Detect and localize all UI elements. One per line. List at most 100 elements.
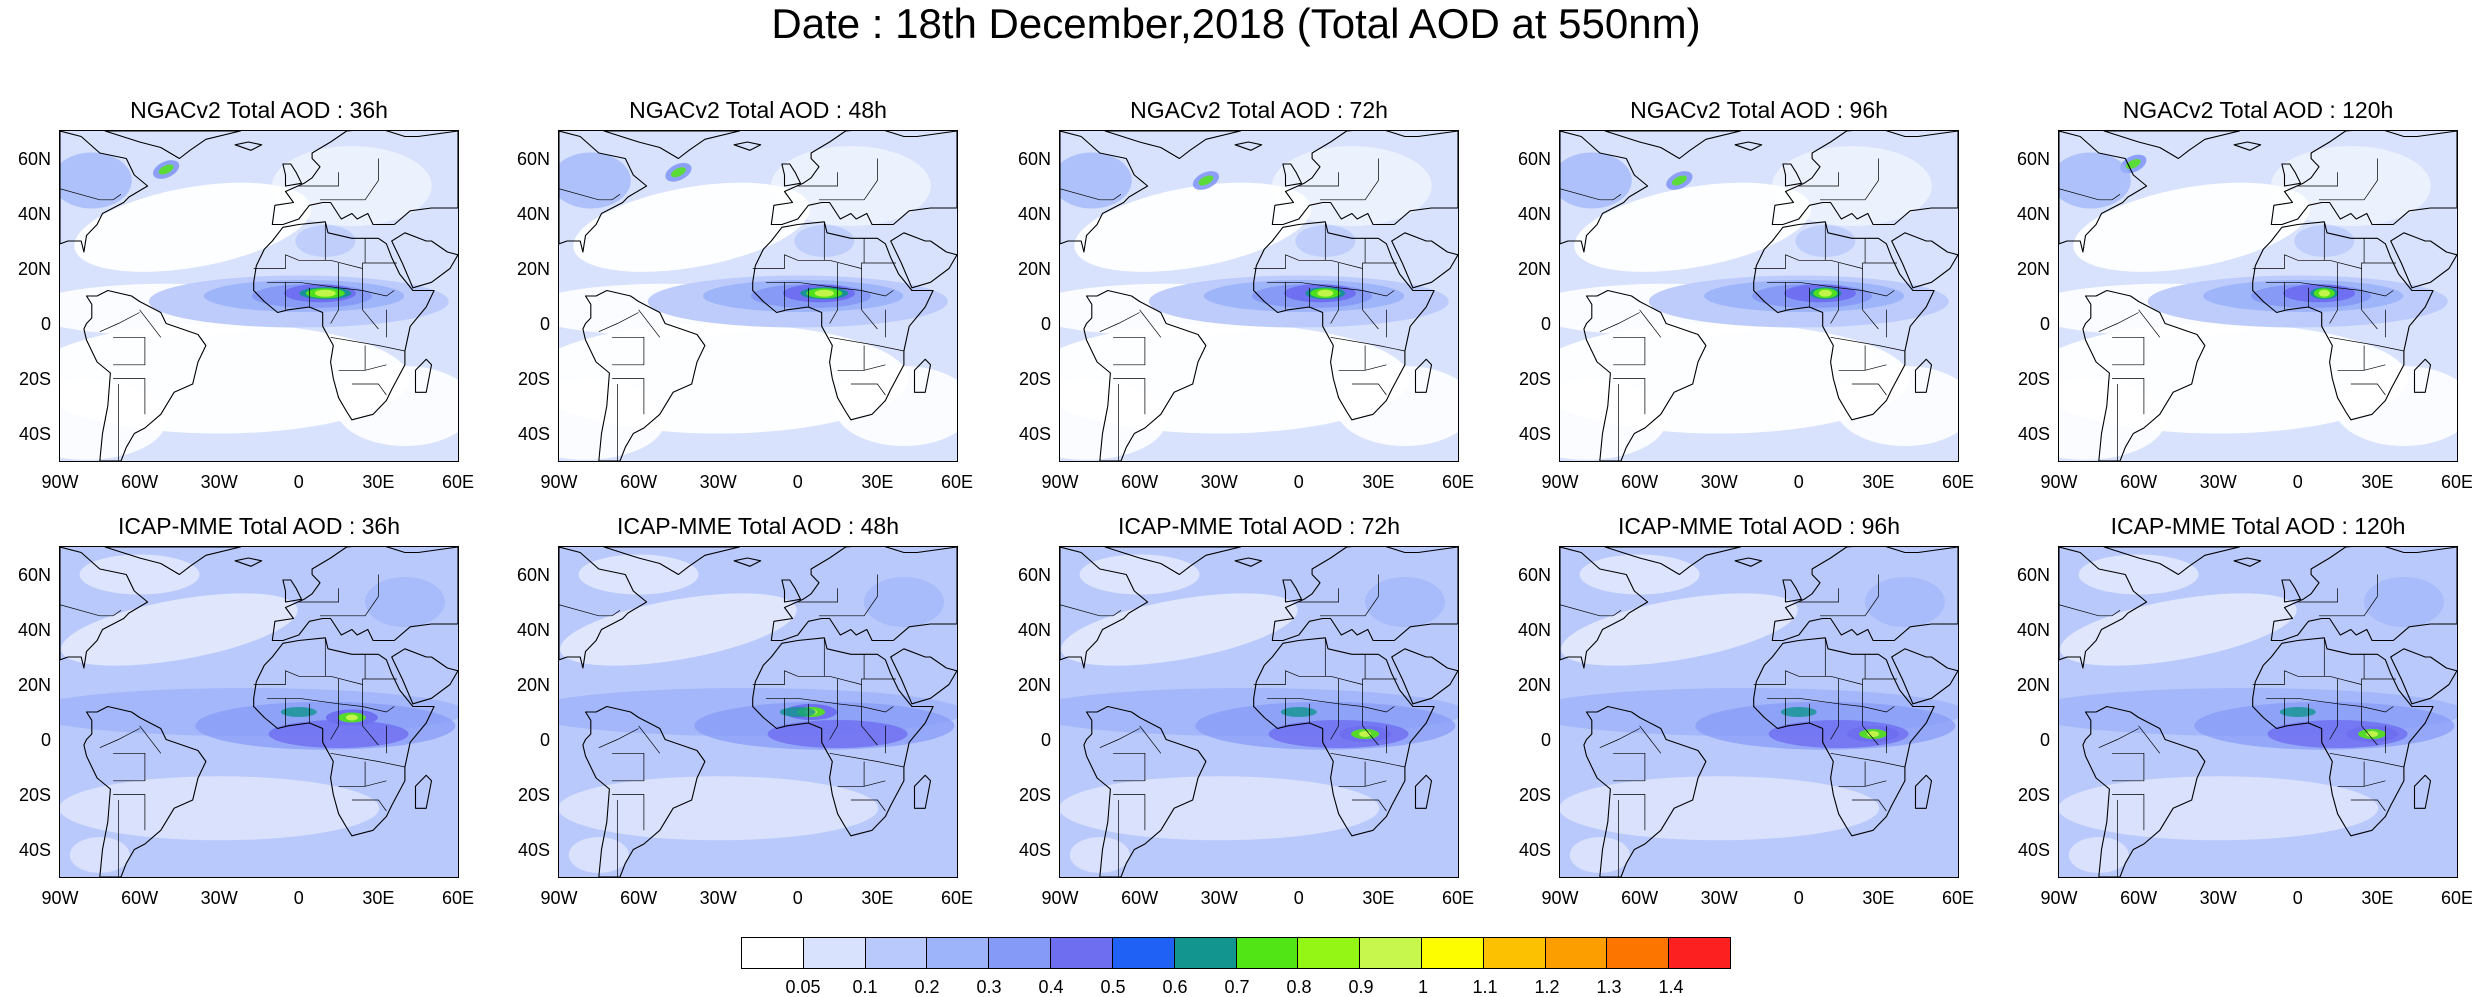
coastline-greenland	[603, 547, 740, 576]
lon-tick-label: 30E	[861, 472, 894, 492]
colorbar-swatch	[864, 937, 927, 969]
lat-tick-label: 0	[1040, 729, 1051, 750]
coastline-britain	[282, 579, 303, 603]
lon-tick-label: 90W	[1041, 888, 1079, 908]
colorbar-swatch	[1111, 937, 1174, 969]
coastline-britain	[1782, 163, 1803, 187]
aod-map	[1559, 546, 1959, 878]
colorbar-swatch	[988, 937, 1051, 969]
country-borders	[60, 158, 405, 461]
lat-tick-label: 20N	[17, 258, 51, 279]
coastline-madagascar	[913, 358, 932, 393]
aod-field	[1560, 547, 1958, 877]
coastline-madagascar	[1414, 774, 1433, 809]
coastline-northamerica	[2059, 547, 2148, 669]
coastline-northamerica	[559, 547, 648, 669]
lon-tick-label: 0	[792, 472, 803, 492]
panel-title: ICAP-MME Total AOD : 72h	[1117, 513, 1401, 539]
lon-tick-label: 90W	[540, 888, 578, 908]
aod-field	[1060, 131, 1458, 461]
lat-tick-label: 20S	[1018, 784, 1051, 805]
coastline-arabia	[391, 648, 458, 705]
lat-tick-label: 20N	[2016, 258, 2050, 279]
lat-tick-label: 20N	[516, 674, 550, 695]
panel-title: ICAP-MME Total AOD : 96h	[1617, 513, 1901, 539]
colorbar-swatch	[1544, 937, 1607, 969]
lat-tick-label: 0	[40, 313, 51, 334]
lat-tick-label: 40N	[2016, 203, 2050, 224]
lat-tick-label: 40N	[516, 619, 550, 640]
coastline-africa	[1253, 221, 1435, 421]
coastline-iceland	[733, 557, 762, 567]
colorbar-swatches	[741, 937, 1731, 969]
coastline-africa	[1753, 221, 1935, 421]
lat-tick-label: 0	[2039, 313, 2050, 334]
aod-map	[2058, 546, 2458, 878]
lon-tick-label: 0	[1293, 472, 1304, 492]
lon-tick-label: 60W	[2120, 888, 2158, 908]
coastline-greenland	[603, 131, 740, 160]
coastline-arabia	[890, 648, 957, 705]
lat-tick-label: 20S	[1018, 368, 1051, 389]
lon-tick-label: 60W	[1621, 888, 1659, 908]
coastline-britain	[1282, 579, 1303, 603]
lat-tick-label: 40S	[1018, 423, 1051, 444]
lon-tick-label: 60E	[441, 472, 475, 492]
coastline-greenland	[2103, 547, 2240, 576]
lon-tick-label: 30W	[699, 888, 737, 908]
coastline-northamerica	[60, 131, 149, 253]
aod-map	[558, 130, 958, 462]
coastline-britain	[282, 163, 303, 187]
lat-tick-label: 20S	[18, 784, 51, 805]
coastline-madagascar	[414, 774, 433, 809]
coastline-southamerica	[2082, 705, 2206, 877]
lat-tick-label: 40N	[2016, 619, 2050, 640]
coastline-africa	[2252, 637, 2434, 837]
lon-tick-label: 30W	[699, 472, 737, 492]
coastline-arabia	[1891, 648, 1958, 705]
panel-title: NGACv2 Total AOD : 96h	[1630, 97, 1888, 123]
coastline-northamerica	[60, 547, 149, 669]
lat-tick-label: 40N	[1017, 619, 1051, 640]
lon-tick-label: 60W	[1121, 888, 1159, 908]
coastline-britain	[781, 579, 802, 603]
lat-tick-label: 20S	[1518, 368, 1551, 389]
lat-tick-label: 60N	[1017, 564, 1051, 585]
lat-tick-label: 40N	[17, 619, 51, 640]
colorbar-swatch	[1235, 937, 1298, 969]
coastline-southamerica	[2082, 289, 2206, 461]
lon-tick-label: 30W	[2199, 472, 2237, 492]
coastline-africa	[1753, 637, 1935, 837]
coastline-madagascar	[1914, 774, 1933, 809]
coastline-arabia	[2390, 232, 2457, 289]
lon-tick-label: 90W	[1541, 888, 1579, 908]
coastline-arabia	[890, 232, 957, 289]
lat-tick-label: 20N	[1517, 674, 1551, 695]
lat-tick-label: 20S	[2017, 784, 2050, 805]
lon-tick-label: 0	[1793, 888, 1804, 908]
lat-tick-label: 20N	[1517, 258, 1551, 279]
coastline-europe	[770, 131, 957, 226]
lat-tick-label: 60N	[516, 148, 550, 169]
lat-tick-label: 60N	[1517, 148, 1551, 169]
coastline-britain	[2281, 163, 2302, 187]
coastline-europe	[1771, 131, 1958, 226]
aod-field	[60, 131, 458, 461]
lat-tick-label: 20S	[1518, 784, 1551, 805]
aod-map	[59, 130, 459, 462]
colorbar-label: 1	[1417, 977, 1428, 997]
coastline-northamerica	[1560, 547, 1649, 669]
lat-tick-label: 40S	[2017, 839, 2050, 860]
aod-map	[558, 546, 958, 878]
coastline-northamerica	[2059, 131, 2148, 253]
coastline-northamerica	[1560, 131, 1649, 253]
main-title: Date : 18th December,2018 (Total AOD at …	[771, 0, 1701, 47]
country-borders	[2059, 574, 2404, 877]
lon-tick-label: 30W	[200, 888, 238, 908]
colorbar-swatch	[802, 937, 865, 969]
lon-tick-label: 60E	[1441, 888, 1475, 908]
lat-tick-label: 60N	[516, 564, 550, 585]
colorbar-swatch	[1050, 937, 1112, 969]
coastline-madagascar	[1414, 358, 1433, 393]
coastline-arabia	[1391, 232, 1458, 289]
